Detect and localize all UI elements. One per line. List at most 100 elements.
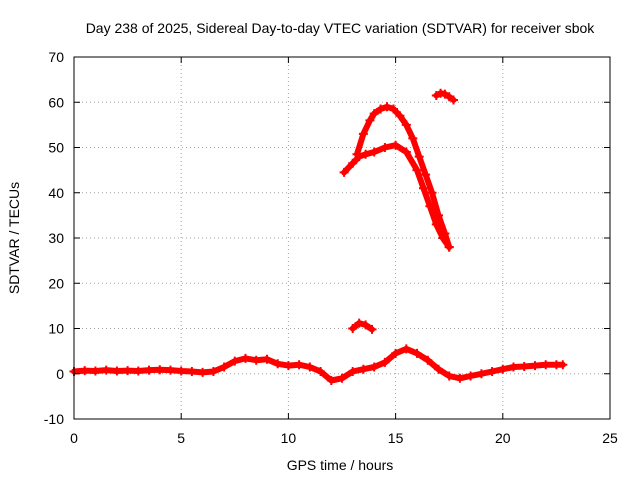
data-point-marker <box>354 152 364 162</box>
series-lower-branch <box>339 140 454 252</box>
chart-title: Day 238 of 2025, Sidereal Day-to-day VTE… <box>86 20 596 36</box>
data-point-marker <box>412 165 422 175</box>
data-point-marker <box>123 366 133 376</box>
x-tick-label: 25 <box>602 430 618 446</box>
data-point-marker <box>509 362 518 372</box>
data-point-marker <box>408 133 418 143</box>
data-point-marker <box>498 364 508 374</box>
data-point-marker <box>427 188 437 198</box>
data-point-marker <box>316 367 326 376</box>
data-point-marker <box>80 366 90 376</box>
data-point-marker <box>414 152 424 162</box>
data-point-marker <box>262 354 272 364</box>
data-point-marker <box>283 361 293 371</box>
data-point-marker <box>421 170 431 180</box>
data-point-marker <box>444 242 454 252</box>
data-point-marker <box>358 364 368 374</box>
series-line <box>354 103 453 251</box>
data-point-marker <box>434 364 443 374</box>
y-axis-title: SDTVAR / TECUs <box>6 182 22 294</box>
data-point-marker <box>326 376 336 385</box>
data-point-marker <box>389 104 398 114</box>
series-small-arc <box>348 318 377 334</box>
series-line <box>71 345 566 384</box>
data-point-marker <box>361 320 371 330</box>
data-point-marker <box>365 115 375 125</box>
data-point-marker <box>376 104 386 114</box>
y-tick-label: 60 <box>48 94 64 110</box>
series-layer <box>69 88 568 385</box>
data-point-marker <box>112 366 122 376</box>
data-point-marker <box>144 365 154 375</box>
data-point-marker <box>530 361 540 371</box>
data-point-marker <box>337 373 347 383</box>
data-point-marker <box>487 367 497 376</box>
x-tick-label: 0 <box>70 430 78 446</box>
y-tick-label: 30 <box>48 230 64 246</box>
data-point-marker <box>455 373 465 383</box>
data-point-marker <box>382 102 392 112</box>
x-tick-label: 5 <box>177 430 185 446</box>
data-point-marker <box>419 183 428 193</box>
x-tick-label: 20 <box>495 430 511 446</box>
data-point-marker <box>438 233 448 243</box>
grid-lines <box>74 57 610 419</box>
data-point-marker <box>358 129 368 139</box>
y-tick-label: 50 <box>48 140 64 156</box>
y-tick-label: 10 <box>48 321 64 337</box>
data-point-marker <box>369 362 379 372</box>
data-point-marker <box>541 360 551 370</box>
data-point-marker <box>339 167 349 177</box>
data-point-marker <box>466 371 476 381</box>
data-point-marker <box>354 318 364 328</box>
data-point-marker <box>412 348 422 358</box>
data-point-marker <box>348 158 358 168</box>
data-point-marker <box>401 120 411 130</box>
y-tick-label: 20 <box>48 275 64 291</box>
y-axis-ticks: -10 0 10 20 30 40 50 60 70 <box>44 49 610 427</box>
data-point-marker <box>176 366 186 376</box>
series-low-arc <box>69 344 568 385</box>
series-upper-branch <box>352 102 454 252</box>
data-point-marker <box>348 367 358 376</box>
x-axis-title: GPS time / hours <box>287 457 394 473</box>
data-point-marker <box>198 367 208 377</box>
data-point-marker <box>273 359 283 369</box>
y-tick-label: 0 <box>56 366 64 382</box>
data-point-marker <box>558 360 568 370</box>
data-point-marker <box>369 109 379 119</box>
data-point-marker <box>401 344 411 354</box>
data-point-marker <box>348 324 358 333</box>
data-point-marker <box>444 371 454 381</box>
data-point-marker <box>187 367 197 376</box>
data-point-marker <box>208 367 218 376</box>
data-point-marker <box>101 365 111 375</box>
data-point-marker <box>241 353 250 363</box>
data-point-marker <box>219 362 229 372</box>
x-tick-label: 15 <box>388 430 404 446</box>
x-axis-ticks: 0 5 10 15 20 25 <box>70 57 618 446</box>
series-top-arc <box>431 88 458 105</box>
data-point-marker <box>476 369 486 379</box>
y-tick-label: 70 <box>48 49 64 65</box>
data-point-marker <box>361 149 371 159</box>
data-point-marker <box>401 147 411 157</box>
data-point-marker <box>391 140 401 150</box>
data-point-marker <box>90 366 100 376</box>
x-tick-label: 10 <box>281 430 297 446</box>
data-point-marker <box>380 143 390 152</box>
data-point-marker <box>166 365 175 375</box>
data-point-marker <box>155 365 165 375</box>
data-point-marker <box>305 362 315 372</box>
data-point-marker <box>367 324 377 334</box>
data-point-marker <box>423 355 433 365</box>
data-point-marker <box>294 360 304 370</box>
data-point-marker <box>230 356 240 366</box>
data-point-marker <box>449 95 458 105</box>
y-tick-label: -10 <box>44 411 64 427</box>
data-point-marker <box>380 357 390 367</box>
data-point-marker <box>425 201 435 211</box>
data-point-marker <box>391 348 401 358</box>
data-point-marker <box>369 147 379 157</box>
